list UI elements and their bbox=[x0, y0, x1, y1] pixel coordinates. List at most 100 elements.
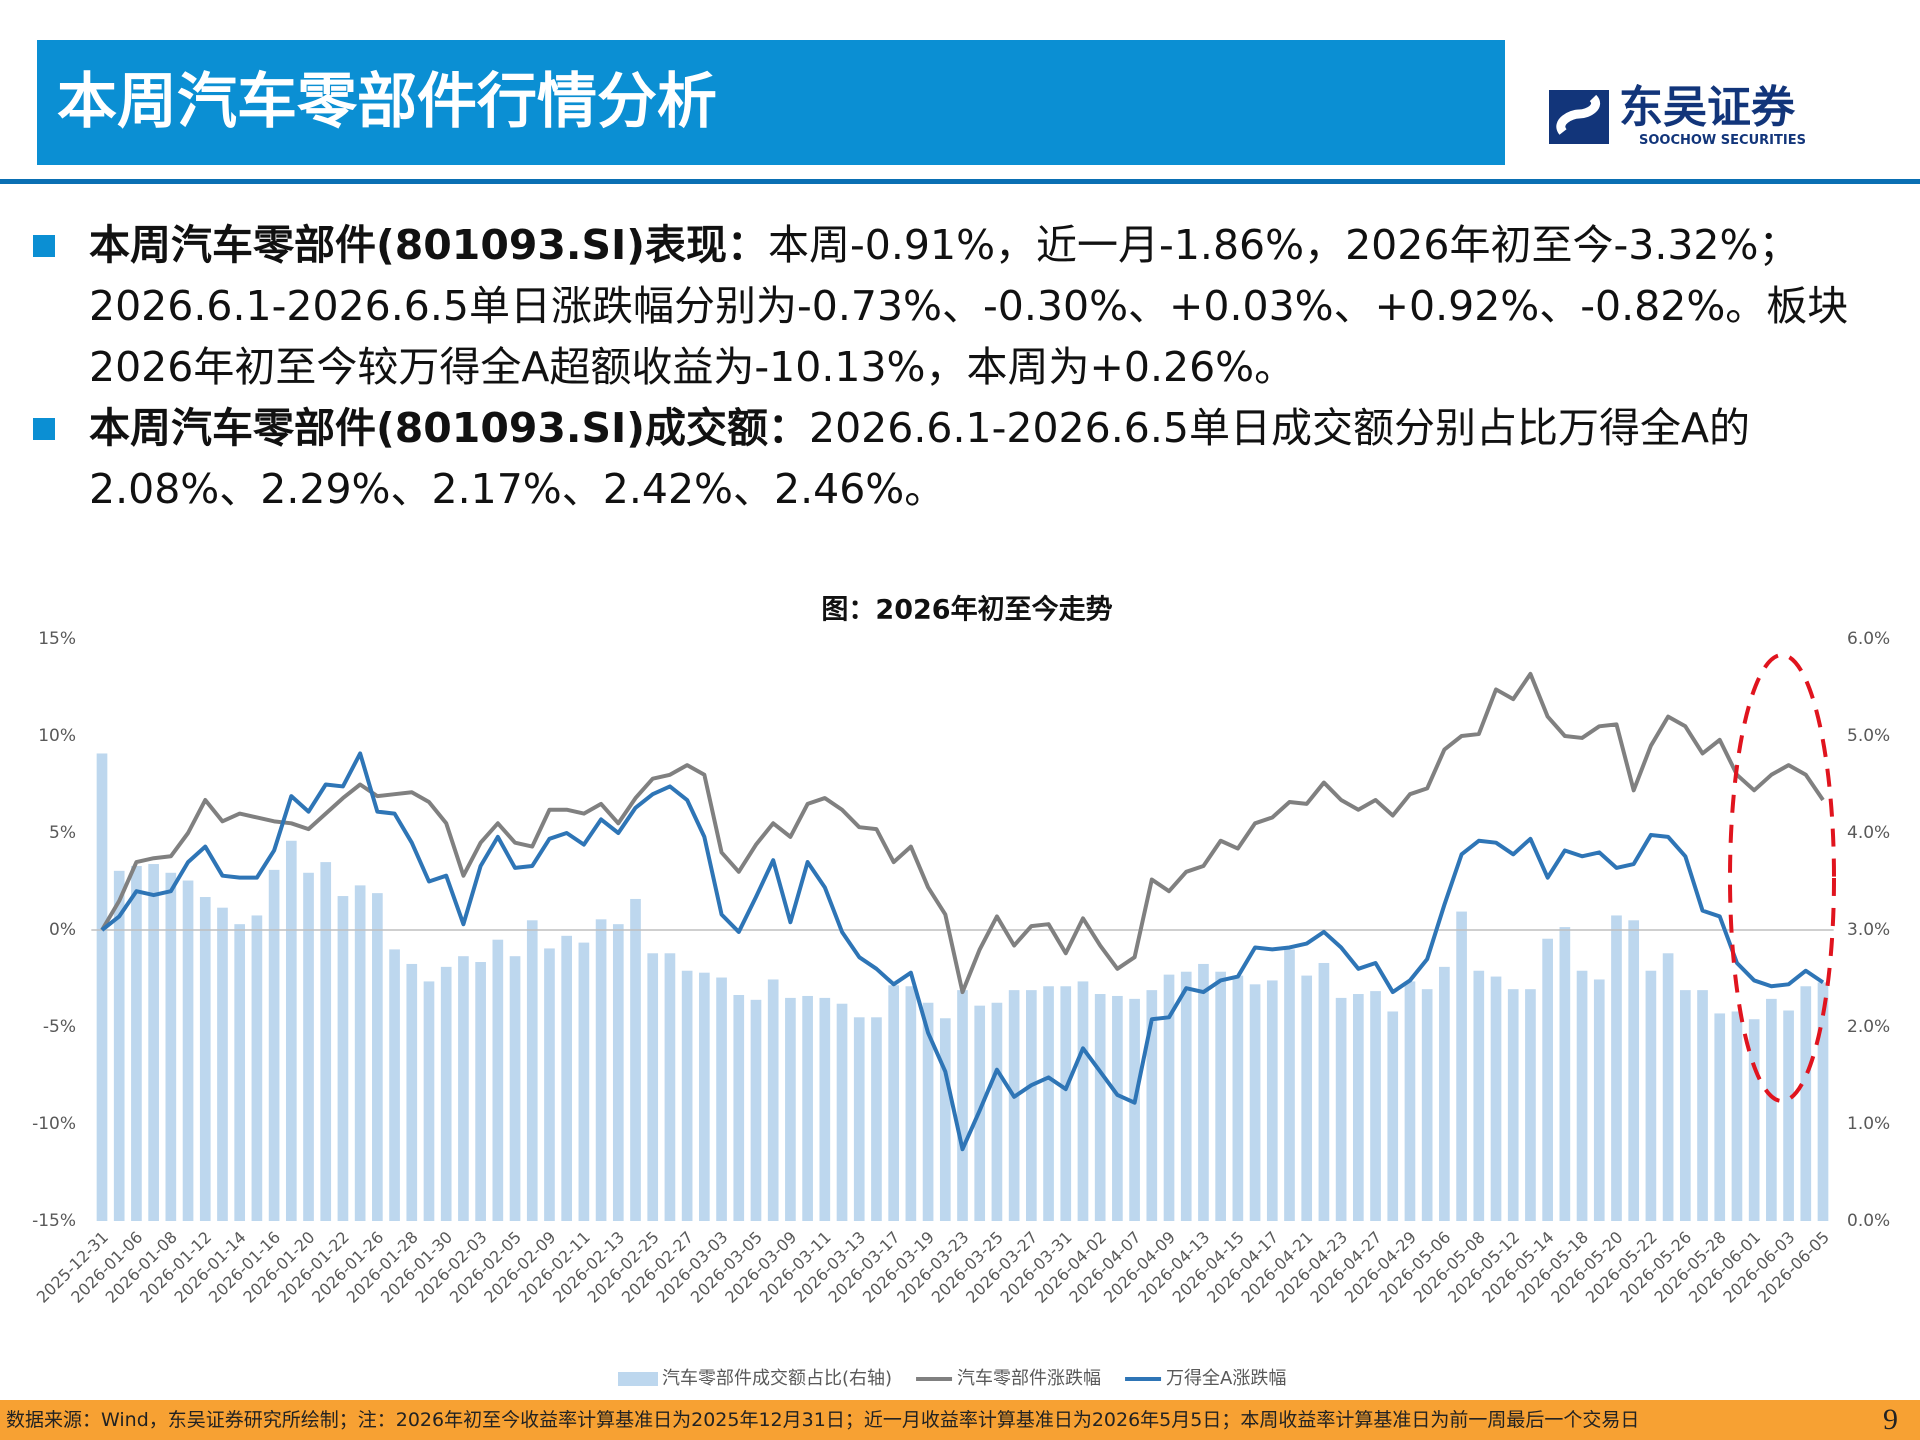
bar bbox=[612, 924, 624, 1221]
bar bbox=[561, 935, 573, 1221]
bar bbox=[1490, 976, 1502, 1221]
bar bbox=[1576, 970, 1588, 1221]
bar bbox=[1077, 981, 1089, 1221]
bar bbox=[354, 885, 366, 1221]
chart: 图：2026年初至今走势 -15% -10% -5% 0% 5% 10% 15% 0.0% 1.… bbox=[32, 594, 1890, 1390]
legend-label: 汽车零部件涨跌幅 bbox=[957, 1368, 1101, 1389]
bar bbox=[1215, 971, 1226, 1221]
bar bbox=[544, 948, 555, 1221]
bar bbox=[423, 981, 435, 1221]
bar bbox=[113, 870, 125, 1221]
bar bbox=[578, 942, 590, 1221]
bar bbox=[630, 898, 641, 1221]
bar bbox=[1352, 994, 1364, 1221]
bar bbox=[320, 862, 332, 1221]
bar bbox=[1404, 981, 1416, 1221]
y2-tick-label: 5.0% bbox=[1847, 726, 1890, 746]
bar bbox=[199, 897, 211, 1221]
header-bar: 本周汽车零部件行情分析 bbox=[37, 40, 1505, 165]
bar bbox=[802, 995, 813, 1221]
bar bbox=[1146, 990, 1158, 1221]
bar bbox=[647, 953, 659, 1221]
highlight-ellipse bbox=[1728, 653, 1836, 1103]
bar bbox=[389, 949, 400, 1221]
y2-tick-label: 6.0% bbox=[1847, 629, 1890, 649]
bar bbox=[1026, 990, 1037, 1221]
bar bbox=[1163, 974, 1175, 1221]
bar bbox=[96, 753, 108, 1221]
bar bbox=[716, 977, 727, 1221]
bar bbox=[664, 953, 676, 1221]
bar bbox=[1542, 938, 1553, 1221]
bar bbox=[767, 979, 779, 1221]
bar bbox=[733, 994, 745, 1221]
bar bbox=[1817, 982, 1829, 1221]
bar bbox=[1301, 975, 1313, 1221]
bar bbox=[234, 924, 246, 1221]
bar bbox=[131, 865, 142, 1221]
bar bbox=[251, 915, 263, 1221]
bar bbox=[182, 880, 194, 1221]
bar bbox=[1507, 989, 1519, 1221]
bar bbox=[492, 939, 504, 1221]
bar bbox=[1318, 962, 1330, 1221]
bar bbox=[1129, 998, 1140, 1221]
bar bbox=[1473, 970, 1485, 1221]
header-title: 本周汽车零部件行情分析 bbox=[57, 67, 717, 137]
bar bbox=[939, 1018, 951, 1221]
bar bbox=[853, 1017, 865, 1221]
bar bbox=[888, 985, 899, 1221]
bar bbox=[1112, 995, 1123, 1221]
bullet-label: 本周汽车零部件(801093.SI)成交额： bbox=[89, 404, 810, 452]
y-tick-label: -15% bbox=[32, 1211, 76, 1231]
bullet-label: 本周汽车零部件(801093.SI)表现： bbox=[89, 221, 769, 269]
y-tick-label: 15% bbox=[38, 629, 76, 649]
bar bbox=[1731, 1011, 1743, 1221]
bar bbox=[1628, 920, 1640, 1221]
y-tick-label: 5% bbox=[49, 823, 76, 843]
bar bbox=[957, 990, 968, 1221]
bar bbox=[1525, 989, 1536, 1221]
bullet-text: 本周汽车零部件(801093.SI)成交额：2026.6.1-2026.6.5单… bbox=[89, 398, 1893, 520]
bar bbox=[1008, 990, 1020, 1221]
bar bbox=[819, 997, 831, 1221]
bar bbox=[1783, 1010, 1794, 1221]
bar bbox=[1679, 990, 1691, 1221]
bar bbox=[595, 919, 607, 1221]
bullet-square bbox=[33, 235, 55, 257]
bar bbox=[905, 986, 917, 1221]
line bbox=[100, 671, 1825, 995]
bar bbox=[1662, 953, 1674, 1221]
chart-title: 图：2026年初至今走势 bbox=[821, 594, 1112, 626]
footer-source: 数据来源：Wind，东吴证券研究所绘制；注：2026年初至今收益率计算基准日为2… bbox=[6, 1409, 1640, 1431]
bullet-text: 本周汽车零部件(801093.SI)表现：本周-0.91%，近一月-1.86%，… bbox=[89, 215, 1893, 398]
bar bbox=[1421, 989, 1433, 1221]
bar bbox=[1370, 991, 1381, 1221]
header-rule bbox=[0, 179, 1920, 184]
bar bbox=[836, 1003, 848, 1221]
bar bbox=[1180, 971, 1192, 1221]
bar bbox=[1060, 986, 1072, 1221]
bar bbox=[681, 970, 693, 1221]
bar bbox=[1198, 963, 1209, 1221]
y2-tick-label: 1.0% bbox=[1847, 1114, 1890, 1134]
bar bbox=[372, 893, 383, 1221]
bar bbox=[1697, 990, 1708, 1221]
y2-tick-label: 2.0% bbox=[1847, 1017, 1890, 1037]
line bbox=[100, 751, 1825, 1152]
bar bbox=[526, 920, 538, 1221]
logo-en: SOOCHOW SECURITIES bbox=[1639, 133, 1806, 148]
bar bbox=[991, 1002, 1003, 1221]
bar bbox=[699, 972, 710, 1221]
bar bbox=[303, 872, 314, 1221]
bar bbox=[1439, 966, 1450, 1221]
y-tick-label: -10% bbox=[32, 1114, 76, 1134]
y-tick-label: 0% bbox=[49, 920, 76, 940]
bullet: 本周汽车零部件(801093.SI)成交额：2026.6.1-2026.6.5单… bbox=[33, 398, 1893, 520]
logo-icon-stroke bbox=[1556, 94, 1601, 135]
bar bbox=[165, 872, 177, 1221]
y-tick-label: 10% bbox=[38, 726, 76, 746]
bar bbox=[922, 1002, 934, 1221]
bar bbox=[1611, 915, 1622, 1221]
